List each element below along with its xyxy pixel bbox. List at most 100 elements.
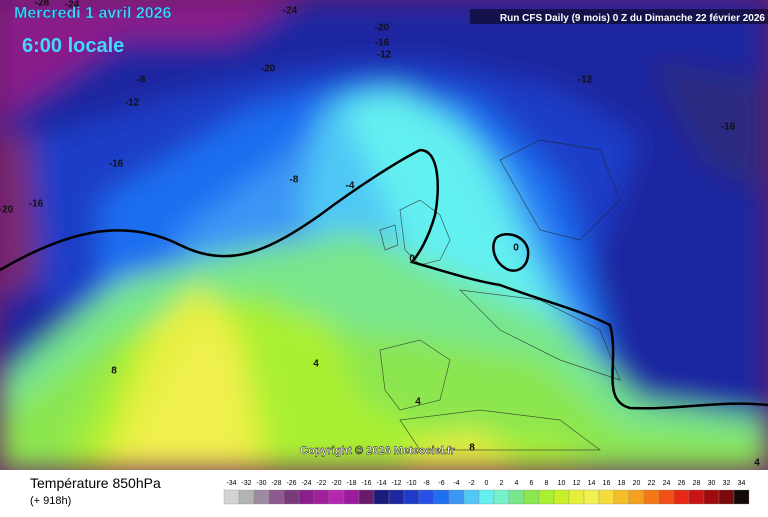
legend-value: 2: [500, 480, 504, 487]
legend-swatch: [733, 489, 750, 505]
legend-swatch: [463, 489, 480, 505]
legend-swatch: [598, 489, 615, 505]
contour-label: 0: [513, 243, 519, 254]
legend-value: -30: [256, 480, 266, 487]
legend-value: 28: [693, 480, 701, 487]
legend-swatch: [538, 489, 555, 505]
color-scale: -34 -32 -30 -28 -26 -24 -22 -20 -18 -16 -14 -12 -10-…: [223, 480, 750, 505]
temperature-field: [0, 0, 768, 470]
legend-value: 8: [545, 480, 549, 487]
legend-value: -28: [271, 480, 281, 487]
legend-value: -32: [241, 480, 251, 487]
legend-swatch: [268, 489, 285, 505]
contour-label: 8: [469, 443, 475, 454]
legend-swatch: [688, 489, 705, 505]
contour-labels: -28 -24-24-20-16-12-20-8-12-12-16-16-8-4-…: [0, 0, 760, 469]
contour-label: 4: [313, 359, 319, 370]
legend-swatch: [313, 489, 330, 505]
legend-value: 34: [738, 480, 746, 487]
legend-value: -4: [453, 480, 459, 487]
legend-swatch: [238, 489, 255, 505]
copyright: Copyright © 2026 Meteociel.fr: [300, 445, 456, 457]
legend-swatch: [298, 489, 315, 505]
legend-swatch: [628, 489, 645, 505]
legend-value: 4: [515, 480, 519, 487]
contour-label: -20: [0, 205, 14, 216]
contour-label: -20: [375, 23, 390, 34]
legend-value: -20: [331, 480, 341, 487]
legend-value: 16: [603, 480, 611, 487]
contour-label: -16: [375, 38, 390, 49]
legend-value: -16: [361, 480, 371, 487]
legend-swatch: [283, 489, 300, 505]
legend-swatch: [403, 489, 420, 505]
contour-label: -24: [283, 6, 298, 17]
legend-swatch: [343, 489, 360, 505]
legend-swatch: [718, 489, 735, 505]
contour-label: -20: [261, 64, 276, 75]
legend-swatch: [523, 489, 540, 505]
contour-label: 4: [754, 458, 760, 469]
contour-label: 0: [409, 254, 415, 265]
legend-swatch: [223, 489, 240, 505]
coastlines: [379, 139, 621, 451]
legend-swatch: [448, 489, 465, 505]
legend-value: -8: [423, 480, 429, 487]
legend-value: -18: [346, 480, 356, 487]
contour-label: -12: [377, 50, 392, 61]
contour-label: 8: [111, 366, 117, 377]
legend-value: 20: [633, 480, 641, 487]
legend-swatch: [493, 489, 510, 505]
contour-label: -8: [137, 75, 146, 86]
contour-label: -24: [65, 0, 80, 11]
legend-swatch: [478, 489, 495, 505]
legend-swatch: [253, 489, 270, 505]
legend-swatch: [373, 489, 390, 505]
legend-value: 26: [678, 480, 686, 487]
legend-swatch: [388, 489, 405, 505]
legend-value: 12: [573, 480, 581, 487]
contour-label: -8: [290, 175, 299, 186]
legend-swatch: [418, 489, 435, 505]
legend-swatch: [658, 489, 675, 505]
legend-value: 30: [708, 480, 716, 487]
run-info: Run CFS Daily (9 mois) 0 Z du Dimanche 2…: [500, 13, 766, 24]
legend-value: -6: [438, 480, 444, 487]
contour-label: -16: [721, 122, 736, 133]
legend-value: -26: [286, 480, 296, 487]
legend-subtitle: (+ 918h): [30, 495, 71, 507]
contour-label: -16: [109, 159, 124, 170]
legend-title: Température 850hPa: [30, 475, 161, 491]
legend-value: 18: [618, 480, 626, 487]
contour-label: -4: [346, 181, 355, 192]
contour-label: -16: [29, 199, 44, 210]
contour-label: 4: [415, 397, 421, 408]
legend-swatch: [613, 489, 630, 505]
legend-swatch: [553, 489, 570, 505]
legend-swatch: [328, 489, 345, 505]
legend-value: -12: [391, 480, 401, 487]
contour-label: -12: [578, 75, 593, 86]
contour-label: -28: [35, 0, 50, 9]
legend-value: -24: [301, 480, 311, 487]
legend-value: -34: [226, 480, 236, 487]
legend-value: 24: [663, 480, 671, 487]
legend-swatch: [568, 489, 585, 505]
legend-value: -22: [316, 480, 326, 487]
legend-value: 22: [648, 480, 656, 487]
legend-swatch: [643, 489, 660, 505]
legend-swatch: [358, 489, 375, 505]
run-box: [470, 9, 768, 24]
legend-value: -10: [406, 480, 416, 487]
legend-swatch: [583, 489, 600, 505]
legend-swatch: [703, 489, 720, 505]
legend-value: 32: [723, 480, 731, 487]
legend-value: 6: [530, 480, 534, 487]
map-time: 6:00 locale: [22, 35, 124, 57]
zero-isotherm: [0, 148, 768, 410]
legend-swatch: [673, 489, 690, 505]
legend-value: 10: [558, 480, 566, 487]
map-date: Mercredi 1 avril 2026: [14, 5, 172, 22]
legend-value: 0: [485, 480, 489, 487]
